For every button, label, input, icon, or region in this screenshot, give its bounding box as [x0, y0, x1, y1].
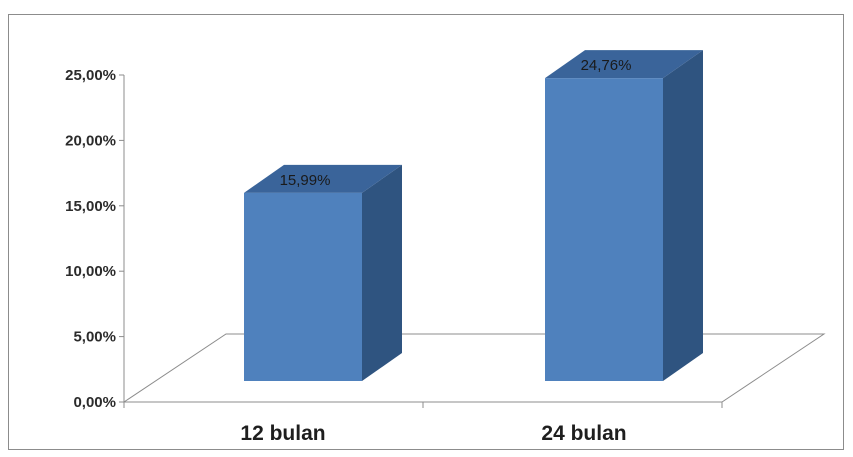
data-label: 15,99% — [280, 172, 331, 189]
bar-side — [362, 164, 402, 381]
bar — [545, 78, 663, 382]
x-category-label: 12 bulan — [240, 422, 325, 445]
bar-side — [663, 50, 703, 382]
y-tick-label: 20,00% — [65, 132, 116, 149]
y-tick-label: 25,00% — [65, 67, 116, 84]
bar — [244, 192, 362, 381]
bar-top — [244, 164, 402, 193]
data-label: 24,76% — [581, 57, 632, 74]
floor-plane — [122, 333, 826, 403]
x-category-label: 24 bulan — [541, 422, 626, 445]
chart-frame — [8, 14, 844, 450]
y-tick-label: 0,00% — [73, 394, 116, 411]
y-tick-label: 10,00% — [65, 263, 116, 280]
y-tick-label: 15,00% — [65, 198, 116, 215]
y-tick-label: 5,00% — [73, 329, 116, 346]
bar-top — [545, 50, 703, 79]
